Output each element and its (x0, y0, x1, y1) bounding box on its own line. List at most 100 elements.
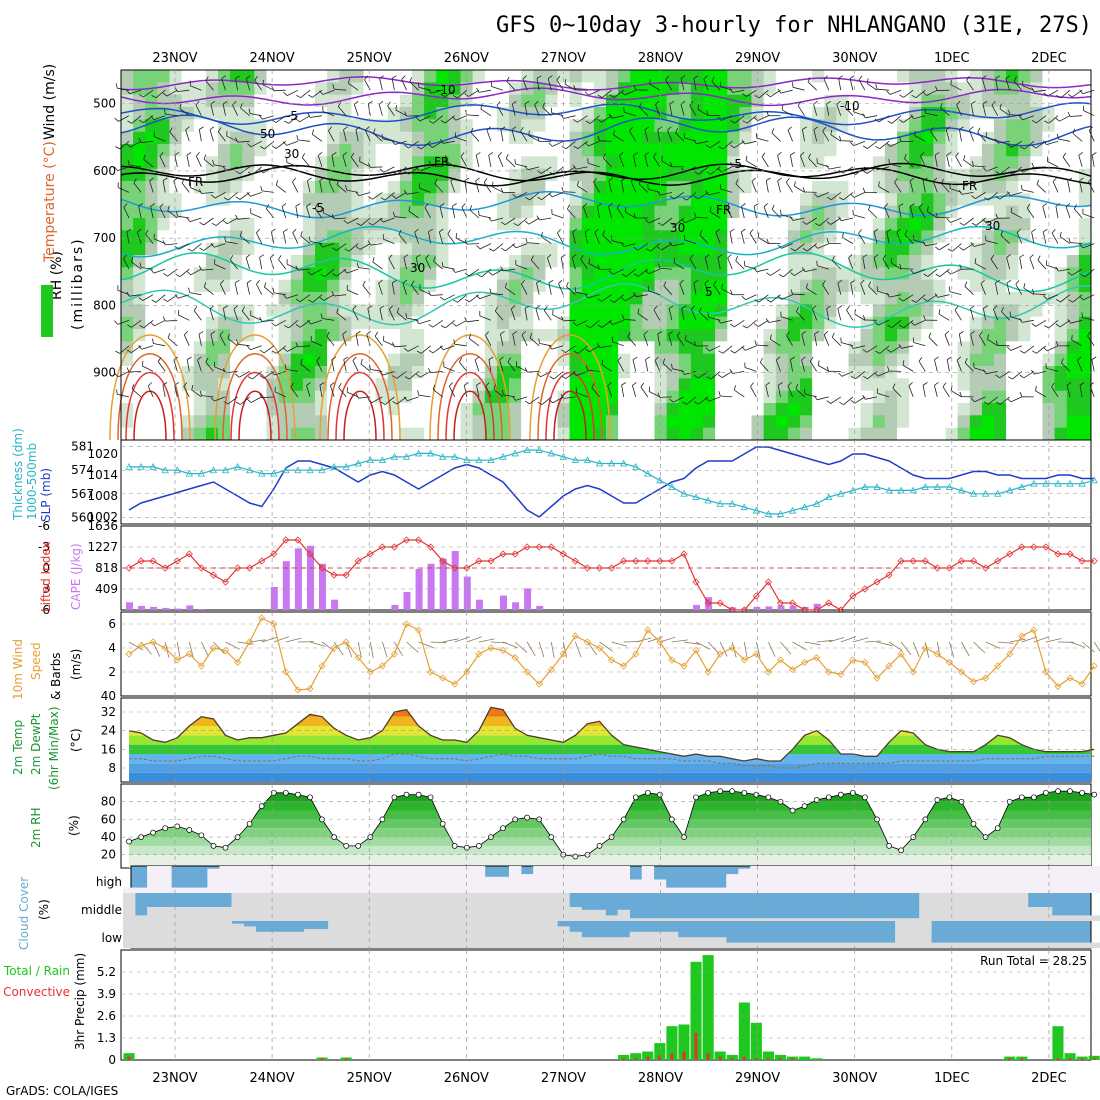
wind-barb (1046, 367, 1059, 372)
rh-cell (472, 131, 486, 145)
rh-cell (654, 255, 668, 268)
wind-barb-flag (717, 167, 722, 172)
rh-cell (193, 329, 207, 342)
wind-barb-flag (392, 375, 397, 379)
wind-barb (297, 345, 311, 348)
wind-barb (515, 264, 528, 270)
wind-barb-flag (661, 155, 663, 161)
wind-barb (1077, 360, 1083, 372)
rh-cell (921, 304, 934, 318)
wind-barb-flag (205, 357, 209, 363)
rh-cell (848, 181, 862, 194)
wind-barb (1055, 206, 1059, 219)
wind-barb-flag (379, 75, 385, 79)
wind-barb (813, 129, 818, 142)
rh-cell (933, 82, 946, 96)
rh-cell (690, 168, 704, 182)
rh-cell (205, 427, 219, 441)
wind-barb-flag (751, 177, 756, 182)
rh-cell (436, 304, 449, 318)
rh-cell (666, 205, 680, 219)
rh-cell (751, 415, 765, 429)
wind-barb (934, 359, 938, 372)
rh-cell (897, 390, 910, 404)
rh-cell (290, 353, 304, 367)
wind-barb (480, 108, 492, 117)
rh-cell (339, 205, 352, 219)
wind-barb-flag (162, 382, 168, 386)
wind-barb-flag (271, 145, 277, 149)
wind-barb (626, 268, 636, 277)
rh-cell (157, 341, 170, 355)
wind-barb-flag (1056, 95, 1061, 99)
wind-barb-flag (186, 152, 192, 156)
wind-barb (388, 309, 395, 321)
wind-barb-flag (240, 103, 243, 109)
rh-cell (872, 267, 886, 281)
rh-cell (533, 353, 546, 367)
rh-cell (824, 390, 837, 404)
rh-cell (872, 107, 886, 120)
rh-cell (472, 341, 486, 355)
rh-cell (278, 168, 292, 182)
wind-barb (644, 129, 649, 142)
wind-barb-flag (823, 75, 828, 80)
wind10-marker (294, 686, 302, 694)
wind-barb (771, 209, 781, 219)
rh-cell (884, 119, 898, 133)
rh-cell (1018, 168, 1031, 182)
rh-cell (302, 193, 316, 207)
rh-cell (375, 304, 389, 318)
rh-cell (969, 255, 983, 268)
wind-barb-flag (969, 126, 974, 131)
rh-cell (412, 193, 425, 207)
rh-cell (363, 205, 377, 219)
rh-cell (315, 218, 328, 231)
wind-barb-flag (922, 91, 927, 96)
rh-cell (909, 341, 922, 355)
rh-cell (921, 329, 934, 342)
wind-barb-flag (693, 139, 697, 145)
wind-barb (980, 283, 986, 295)
wind-barb (601, 294, 612, 302)
rh-cell (666, 82, 680, 96)
rh-cell (484, 82, 498, 96)
rh-cell (836, 156, 849, 170)
rh-cell (327, 94, 340, 108)
rh-cell (909, 329, 922, 342)
wind-barb-flag (452, 322, 457, 327)
rh-cell (957, 70, 971, 83)
date-bottom-label: 24NOV (250, 1071, 295, 1086)
wind-barb (250, 345, 262, 351)
rh-cell (181, 427, 195, 441)
wind-barb (686, 192, 697, 201)
wind-barb-flag (320, 273, 325, 278)
rh-cell (533, 427, 546, 441)
wind-barb (425, 258, 431, 270)
rh-cell (654, 205, 668, 219)
rh-cell (824, 341, 837, 355)
wind-barb (241, 310, 250, 321)
rh-cell (630, 316, 643, 330)
rh-cell (981, 82, 995, 96)
wind-barb-flag (705, 190, 709, 196)
rh-cell (654, 292, 668, 305)
wind-barb (674, 217, 685, 226)
rh-cell (897, 378, 910, 392)
wind-barb (867, 140, 878, 149)
wind-barb (350, 156, 359, 168)
wind-barb-flag (1057, 133, 1059, 140)
wind-barb-flag (498, 152, 503, 157)
wind-barb-flag (549, 376, 555, 380)
wind-barb-flag (852, 209, 854, 215)
wind-barb (541, 166, 552, 174)
rh-cell (169, 230, 183, 244)
wind-barb-flag (355, 331, 361, 335)
wind-barb-flag (572, 321, 577, 326)
wind-barb-flag (761, 152, 766, 157)
rh-cell (703, 144, 716, 157)
wind-barb-flag (307, 177, 312, 182)
wind-barb (999, 192, 1010, 200)
rh-cell (909, 415, 922, 429)
